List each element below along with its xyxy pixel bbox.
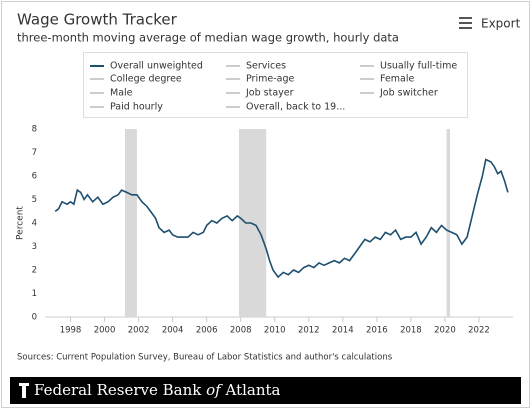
legend-item[interactable]: College degree (90, 74, 182, 85)
legend-label[interactable]: Job stayer (245, 88, 294, 99)
x-tick-label: 2006 (196, 326, 218, 336)
footer-text: Federal Reserve Bank of Atlanta (34, 381, 281, 399)
x-tick-label: 2018 (400, 326, 422, 336)
legend-item[interactable]: Prime-age (226, 74, 294, 85)
menu-icon (459, 27, 472, 29)
y-tick-label: 7 (32, 148, 37, 158)
menu-icon (459, 17, 472, 19)
menu-icon (459, 22, 472, 24)
x-tick-label: 2016 (366, 326, 388, 336)
x-tick-label: 2000 (94, 326, 116, 336)
export-button[interactable]: Export (459, 17, 521, 31)
legend-label[interactable]: Services (246, 61, 286, 72)
legend-label[interactable]: Paid hourly (110, 102, 163, 113)
x-tick-label: 2012 (298, 326, 320, 336)
x-tick-label: 2014 (332, 326, 354, 336)
x-tick-label: 2008 (230, 326, 252, 336)
legend-label[interactable]: Overall unweighted (110, 61, 203, 72)
y-tick-label: 4 (32, 219, 37, 229)
x-tick-label: 2002 (128, 326, 150, 336)
y-tick-label: 8 (32, 125, 37, 135)
x-tick-label: 2022 (468, 326, 490, 336)
chart-subtitle: three-month moving average of median wag… (17, 31, 399, 45)
y-tick-label: 6 (32, 172, 37, 182)
source-note: Sources: Current Population Survey, Bure… (17, 353, 393, 363)
y-tick-label: 2 (32, 266, 37, 276)
legend-label[interactable]: Female (380, 74, 415, 85)
footer-bar (10, 377, 521, 404)
y-tick-label: 0 (32, 313, 37, 323)
recession-band (446, 129, 451, 317)
y-tick-label: 5 (32, 195, 37, 205)
legend-item[interactable]: Job stayer (226, 88, 294, 99)
x-tick-label: 2010 (264, 326, 286, 336)
y-tick-label: 1 (32, 289, 37, 299)
footer-end: Atlanta (225, 381, 281, 399)
export-label[interactable]: Export (481, 17, 521, 31)
legend-label[interactable]: Male (110, 88, 133, 99)
footer-logo (19, 383, 29, 398)
footer-start: Federal Reserve Bank (34, 381, 202, 399)
footer-italic: of (206, 381, 223, 399)
legend-label[interactable]: Job switcher (379, 88, 438, 99)
legend-item[interactable]: Services (226, 61, 286, 72)
y-axis-label: Percent (16, 206, 26, 240)
legend-label[interactable]: Usually full-time (380, 61, 457, 72)
legend-item[interactable]: Overall unweighted (90, 61, 203, 72)
legend-box (83, 52, 468, 118)
legend-item[interactable]: Job switcher (360, 88, 438, 99)
x-tick-label: 2020 (434, 326, 456, 336)
legend-label[interactable]: College degree (110, 74, 182, 85)
legend-item[interactable]: Male (90, 88, 133, 99)
series-line (54, 158, 509, 279)
legend-label[interactable]: Overall, back to 19... (246, 102, 345, 113)
x-tick-label: 1998 (60, 326, 82, 336)
legend-item[interactable]: Female (360, 74, 415, 85)
legend-item[interactable]: Overall, back to 19... (226, 102, 345, 113)
legend-item[interactable]: Usually full-time (360, 61, 457, 72)
recession-band (124, 129, 137, 317)
legend-item[interactable]: Paid hourly (90, 102, 163, 113)
legend-label[interactable]: Prime-age (246, 74, 294, 85)
x-tick-label: 2004 (162, 326, 184, 336)
chart-title: Wage Growth Tracker (17, 11, 178, 29)
y-tick-label: 3 (32, 242, 37, 252)
